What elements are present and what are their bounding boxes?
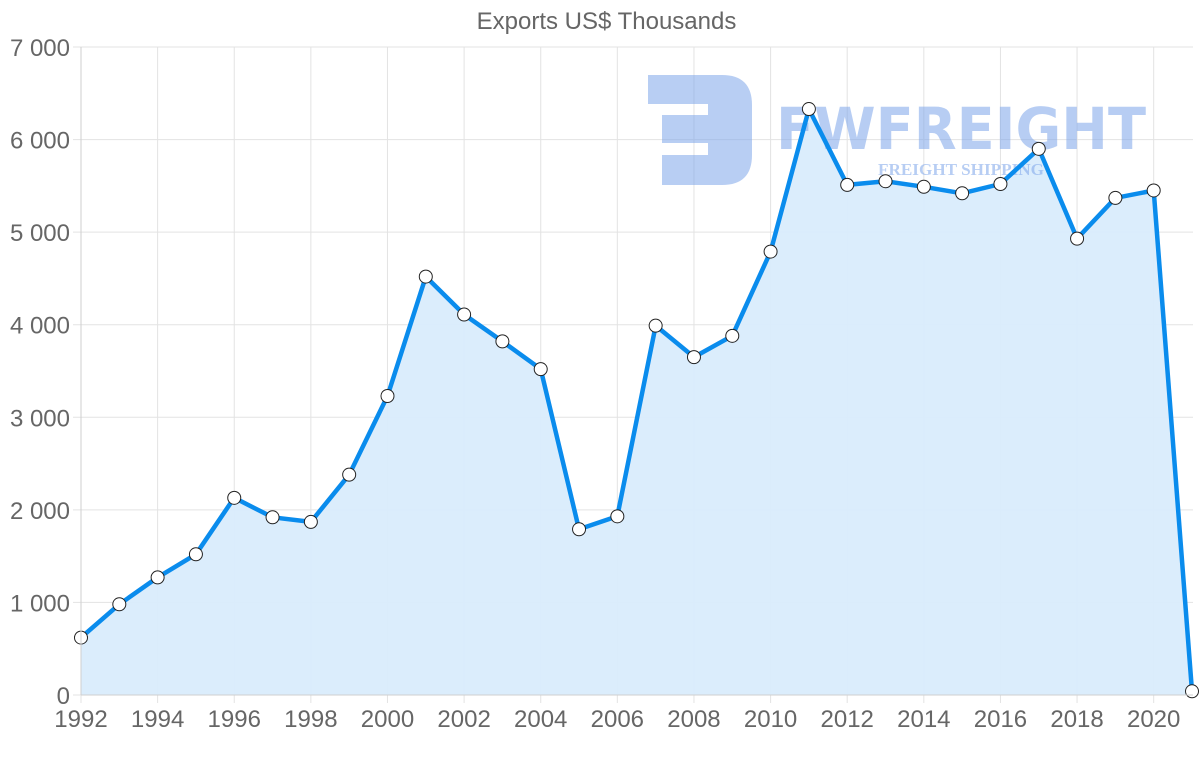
x-tick-label: 2010: [744, 706, 797, 733]
data-point[interactable]: [686, 350, 701, 365]
watermark-tagline: FREIGHT SHIPPING: [878, 160, 1044, 179]
y-tick-label: 3 000: [10, 405, 70, 432]
y-tick-label: 0: [57, 683, 70, 710]
data-point[interactable]: [801, 102, 816, 117]
x-tick-label: 2006: [591, 706, 644, 733]
x-tick-label: 2000: [361, 706, 414, 733]
data-point[interactable]: [993, 177, 1008, 192]
series-line: [79, 106, 1195, 692]
data-point[interactable]: [150, 570, 165, 585]
data-point[interactable]: [457, 307, 472, 322]
y-tick-label: 5 000: [10, 220, 70, 247]
data-point[interactable]: [380, 388, 395, 403]
data-point[interactable]: [1031, 141, 1046, 156]
y-tick-label: 1 000: [10, 590, 70, 617]
data-point[interactable]: [955, 186, 970, 201]
y-tick-label: 7 000: [10, 35, 70, 62]
x-tick-label: 1992: [54, 706, 107, 733]
x-tick-label: 2014: [897, 706, 950, 733]
chart-title: Exports US$ Thousands: [476, 8, 737, 35]
x-tick-label: 2016: [974, 706, 1027, 733]
area-fill: [81, 109, 1192, 695]
data-point[interactable]: [725, 328, 740, 343]
x-tick-label: 2004: [514, 706, 567, 733]
x-tick-label: 2002: [437, 706, 490, 733]
data-point[interactable]: [227, 490, 242, 505]
data-point[interactable]: [1146, 183, 1161, 198]
x-tick-label: 2012: [821, 706, 874, 733]
data-point[interactable]: [418, 269, 433, 284]
data-point[interactable]: [610, 509, 625, 524]
data-point[interactable]: [495, 334, 510, 349]
data-point[interactable]: [1070, 231, 1085, 246]
data-point[interactable]: [342, 467, 357, 482]
watermark-brand: FWFREIGHT: [776, 95, 1146, 163]
data-point[interactable]: [648, 318, 663, 333]
data-point[interactable]: [878, 174, 893, 189]
data-point[interactable]: [265, 510, 280, 525]
data-point[interactable]: [572, 522, 587, 537]
x-tick-label: 2020: [1127, 706, 1180, 733]
x-tick-label: 1994: [131, 706, 184, 733]
y-tick-label: 6 000: [10, 128, 70, 155]
data-point[interactable]: [303, 514, 318, 529]
data-point[interactable]: [1185, 684, 1199, 699]
x-tick-label: 1998: [284, 706, 337, 733]
data-point[interactable]: [1108, 190, 1123, 205]
data-point[interactable]: [188, 547, 203, 562]
logo-mark-icon: [648, 75, 752, 185]
y-tick-label: 4 000: [10, 313, 70, 340]
x-tick-label: 1996: [208, 706, 261, 733]
data-point[interactable]: [763, 244, 778, 259]
data-point[interactable]: [916, 179, 931, 194]
y-tick-label: 2 000: [10, 498, 70, 525]
fwfreight-watermark-logo: FWFREIGHT FREIGHT SHIPPING: [648, 75, 1146, 185]
x-tick-label: 2008: [667, 706, 720, 733]
data-point[interactable]: [112, 597, 127, 612]
exports-series: FWFREIGHT FREIGHT SHIPPING: [74, 75, 1199, 699]
x-tick-label: 2018: [1050, 706, 1103, 733]
axes: 0 1 000 2 000 3 000 4 000 5 000 6 000 7 000 1992…: [10, 35, 1193, 733]
data-point[interactable]: [533, 362, 548, 377]
data-point[interactable]: [840, 177, 855, 192]
